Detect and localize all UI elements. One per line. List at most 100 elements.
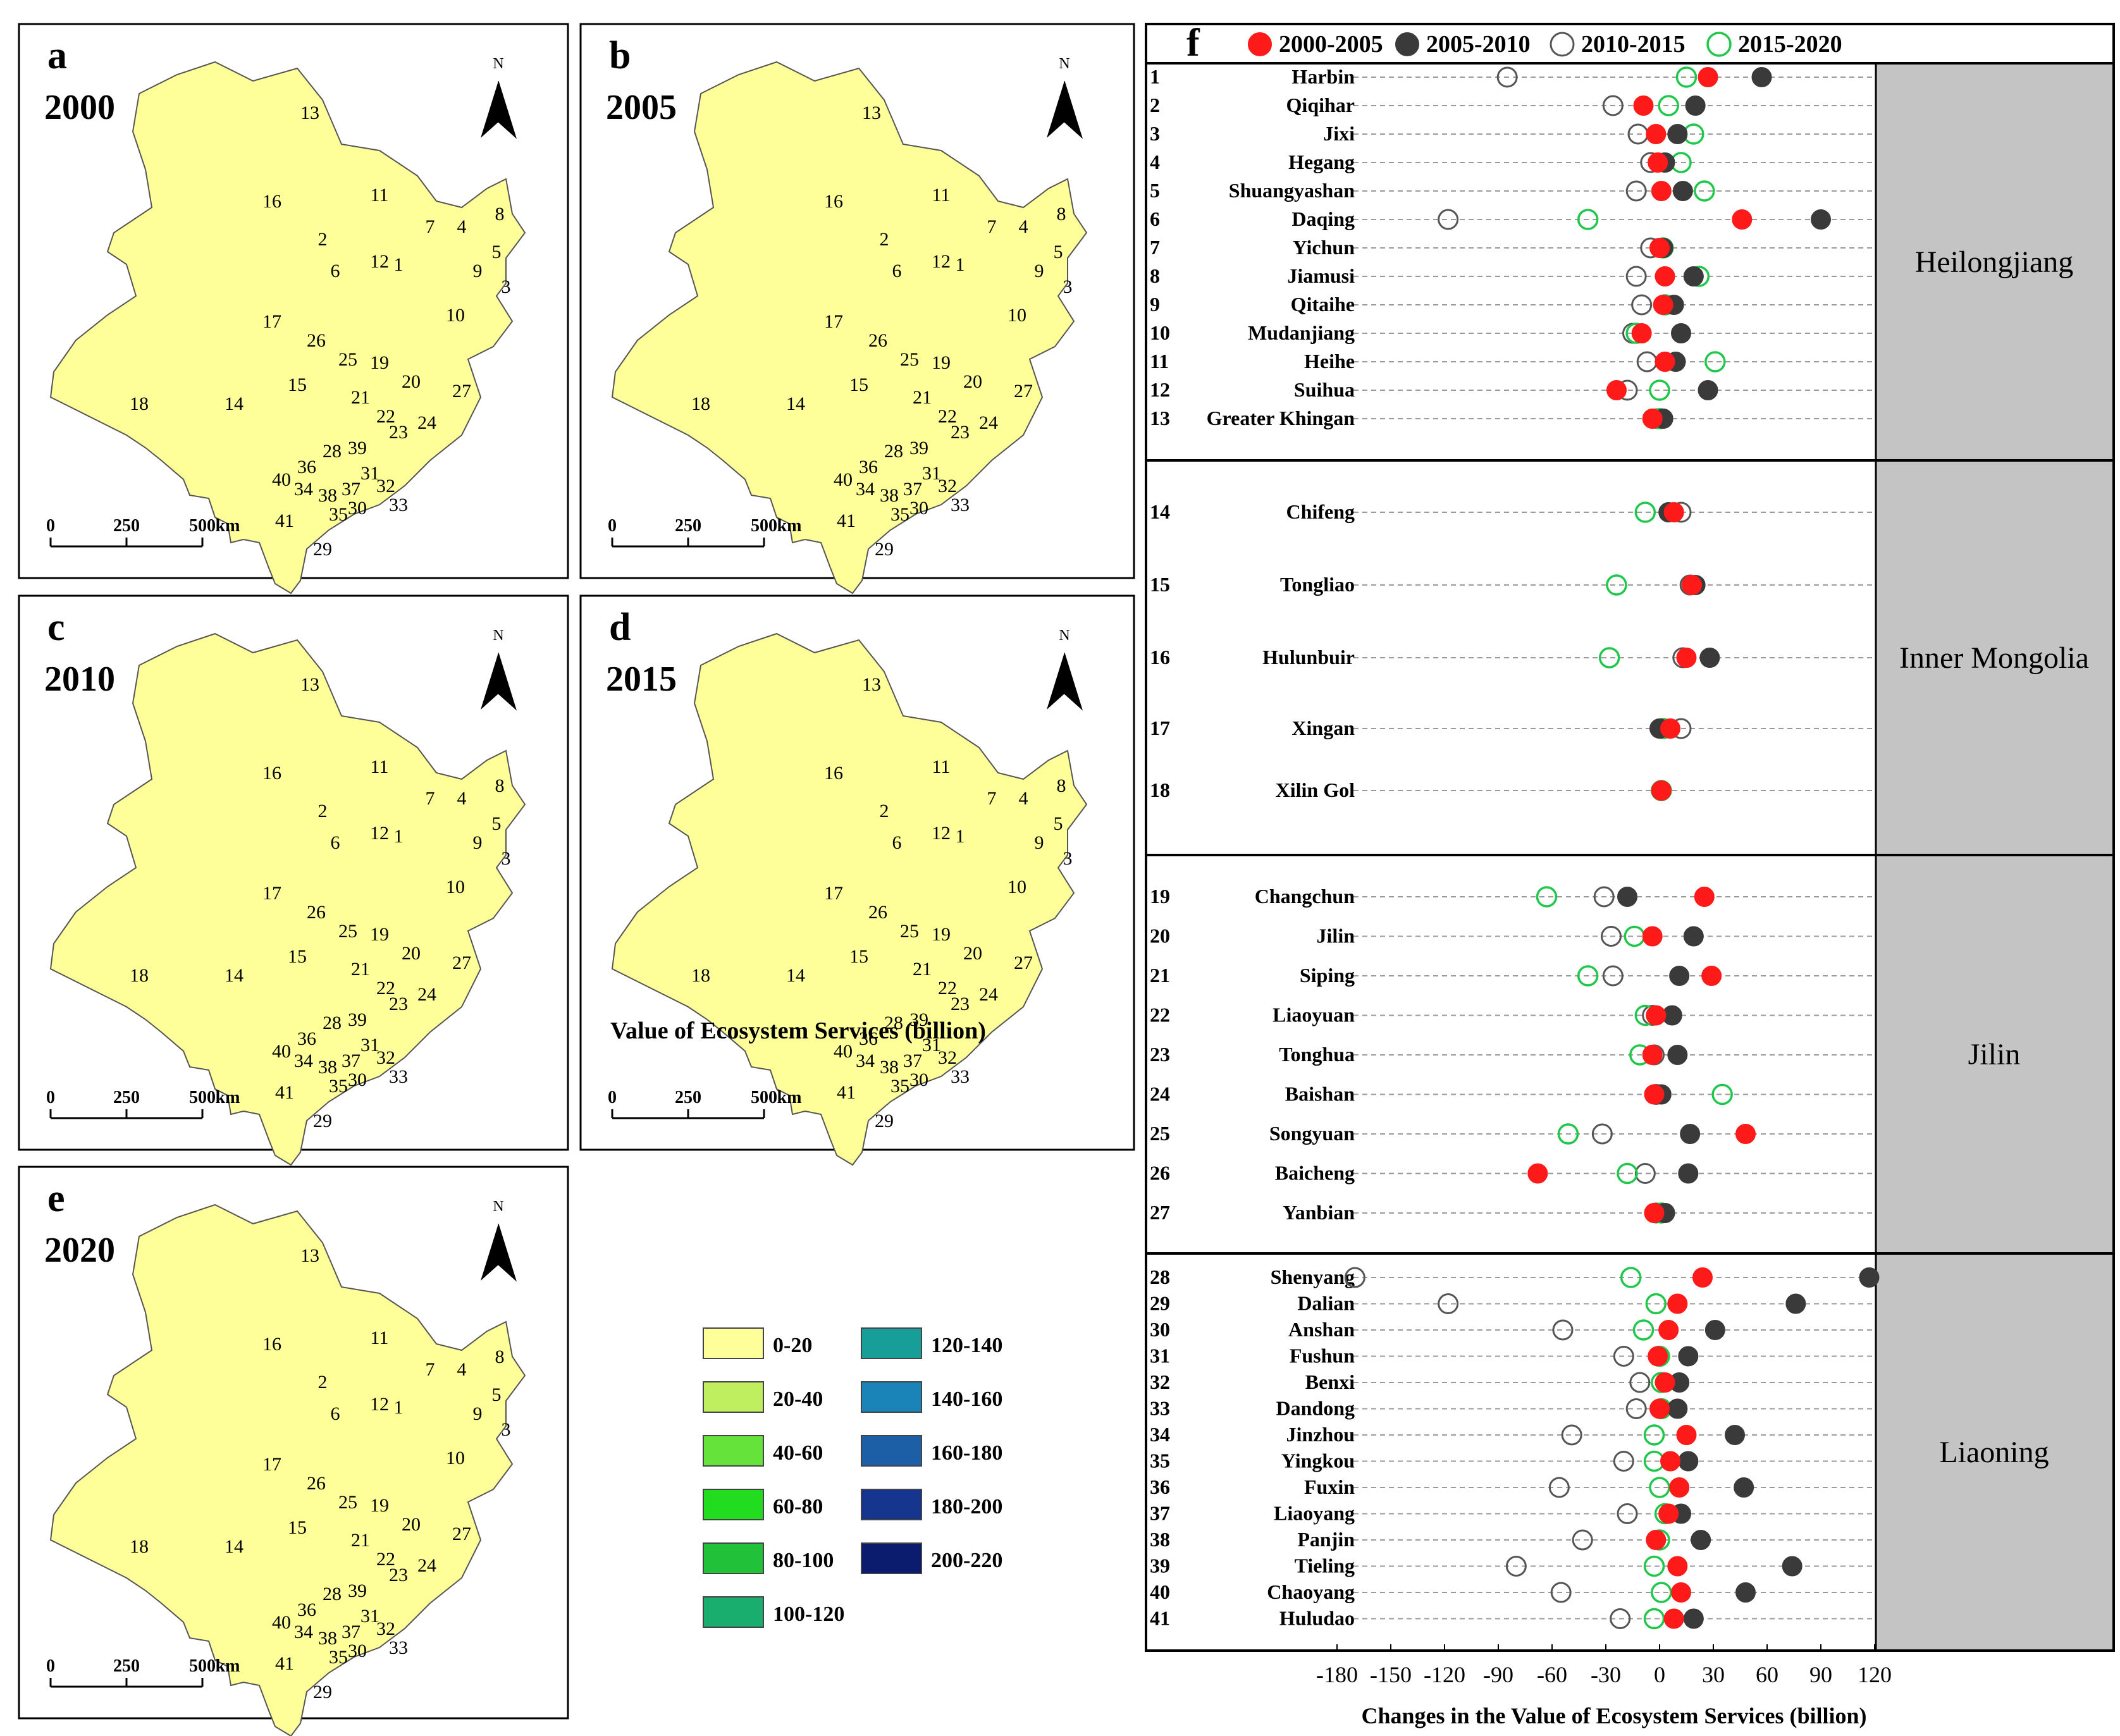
city-id: 2 (1150, 94, 1160, 116)
x-axis-title: Changes in the Value of Ecosystem Servic… (1361, 1703, 1866, 1728)
city-name: Jinzhou (1286, 1423, 1355, 1446)
data-point-2005-2010 (1678, 1451, 1699, 1472)
region-number-label: 31 (922, 1035, 941, 1056)
legend-series-label: 2015-2020 (1738, 31, 1842, 58)
region-number-label: 27 (1014, 952, 1033, 973)
data-point-2000-2005 (1653, 295, 1673, 315)
data-point-2010-2015 (1593, 886, 1615, 908)
city-id: 26 (1150, 1162, 1170, 1185)
region-number-label: 25 (900, 921, 919, 942)
city-name: Baishan (1285, 1083, 1355, 1105)
region-number-label: 18 (130, 965, 149, 986)
region-number-label: 11 (932, 185, 951, 206)
data-point-2000-2005 (1633, 95, 1654, 116)
data-point-2010-2015 (1601, 926, 1622, 947)
ecosystem-value-legend: Value of Ecosystem Services (billion) 0-… (610, 1018, 1002, 1628)
city-id: 37 (1150, 1502, 1170, 1525)
region-number-label: 29 (875, 539, 894, 560)
data-point-2005-2010 (1811, 209, 1831, 230)
data-point-2005-2010 (1683, 926, 1704, 947)
scale-label: 250 (675, 1088, 701, 1107)
legend-item: 80-100 (703, 1542, 834, 1574)
province-block: Liaoning 28 Shenyang 29 Dalian 30 Anshan 31 Fush… (1146, 1252, 2114, 1651)
city-row: 9 Qitaihe (1150, 293, 1875, 316)
data-point-2005-2010 (1669, 966, 1690, 986)
data-point-2010-2015 (1625, 1398, 1647, 1419)
region-number-label: 41 (837, 510, 856, 531)
data-point-2015-2020 (1617, 1162, 1638, 1185)
data-point-2005-2010 (1751, 67, 1772, 87)
city-row: 6 Daqing (1150, 207, 1875, 230)
legend-item: 0-20 (703, 1327, 812, 1359)
data-point-2000-2005 (1655, 1372, 1675, 1393)
data-point-2010-2015 (1631, 294, 1653, 316)
region-number-label: 13 (300, 102, 319, 123)
region-number-label: 34 (294, 479, 313, 500)
legend-title: Value of Ecosystem Services (billion) (610, 1018, 986, 1044)
data-point-2005-2010 (1685, 95, 1706, 116)
scale-label: 250 (113, 1088, 140, 1107)
city-name: Jiamusi (1287, 264, 1355, 287)
data-point-2000-2005 (1649, 238, 1670, 258)
scale-label: 500 (751, 516, 777, 536)
city-row: 21 Siping (1150, 964, 1875, 987)
region-number-label: 27 (452, 381, 471, 402)
region-number-label: 17 (262, 883, 281, 904)
data-point-2015-2020 (1643, 1424, 1665, 1446)
city-name: Xingan (1291, 717, 1355, 739)
region-number-label: 28 (323, 1013, 342, 1033)
region-number-label: 12 (370, 1394, 389, 1415)
city-row: 10 Mudanjiang (1150, 321, 1875, 344)
region-number-label: 1 (956, 826, 965, 847)
region-number-label: 11 (371, 185, 389, 206)
region-number-label: 15 (288, 946, 307, 967)
region-number-label: 1 (394, 826, 404, 847)
legend-marker (1550, 32, 1575, 57)
region-number-label: 35 (329, 504, 348, 525)
region-number-label: 4 (457, 788, 467, 809)
legend-item: 20-40 (703, 1381, 823, 1413)
region-number-label: 37 (903, 1050, 922, 1071)
legend-label: 40-60 (773, 1441, 823, 1465)
x-tick-label: -30 (1591, 1662, 1621, 1687)
region-number-label: 34 (856, 479, 875, 500)
data-point-2000-2005 (1735, 1124, 1756, 1144)
region-number-label: 39 (348, 438, 367, 459)
scale-label: 250 (675, 516, 701, 536)
data-point-2005-2010 (1667, 1398, 1688, 1419)
city-name: Harbin (1291, 65, 1355, 88)
region-number-label: 12 (370, 823, 389, 844)
data-point-2010-2015 (1550, 1582, 1572, 1603)
scale-bar: 0 250 500 km (46, 1088, 240, 1119)
province-name: Heilongjiang (1915, 245, 2074, 279)
x-tick-label: 0 (1654, 1662, 1665, 1687)
city-name: Suihua (1294, 378, 1355, 401)
data-point-2010-2015 (1591, 1123, 1613, 1145)
data-point-2010-2015 (1548, 1477, 1570, 1498)
region-number-label: 31 (361, 463, 379, 484)
region-number-label: 36 (297, 1599, 316, 1620)
region-number-label: 15 (849, 946, 868, 967)
city-row: 17 Xingan (1150, 717, 1875, 739)
region-number-label: 23 (389, 994, 408, 1014)
city-name: Chifeng (1286, 500, 1355, 523)
region-number-label: 41 (837, 1082, 856, 1103)
data-point-2005-2010 (1699, 648, 1720, 668)
data-point-2015-2020 (1598, 647, 1620, 668)
data-point-2005-2010 (1704, 1320, 1725, 1340)
region-number-label: 11 (371, 1327, 389, 1348)
data-point-2000-2005 (1644, 1084, 1665, 1105)
city-id: 28 (1150, 1265, 1170, 1288)
region-number-label: 33 (951, 495, 970, 515)
city-id: 9 (1150, 293, 1160, 316)
region-number-label: 4 (1019, 788, 1028, 809)
legend-series-label: 2010-2015 (1581, 31, 1686, 58)
city-name: Panjin (1297, 1528, 1355, 1551)
x-tick-label: -180 (1316, 1662, 1358, 1687)
city-id: 11 (1150, 350, 1169, 372)
region-number-label: 17 (262, 311, 281, 332)
legend-swatch (861, 1489, 922, 1520)
region-number-label: 22 (938, 978, 957, 999)
city-id: 5 (1150, 179, 1160, 202)
region-number-label: 25 (338, 349, 357, 370)
